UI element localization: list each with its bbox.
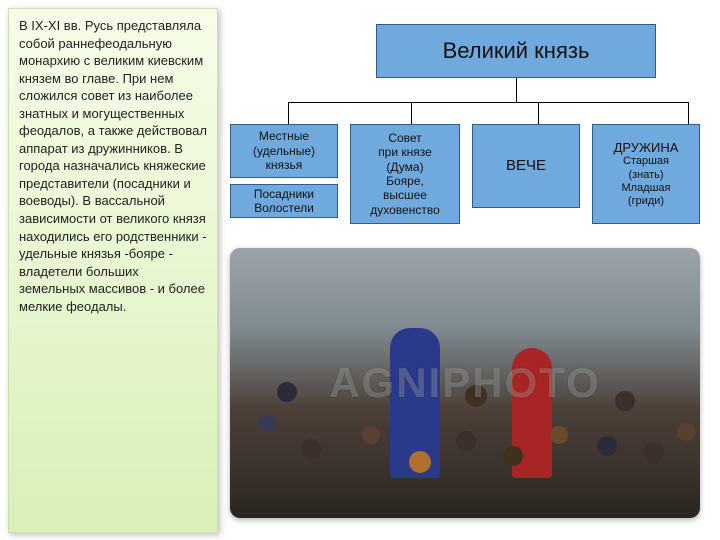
- box-line: при князе: [378, 145, 432, 159]
- box-line: (Дума): [386, 160, 423, 174]
- box-local-princes: Местные (удельные) князья: [230, 124, 338, 178]
- painting-crowd: [230, 370, 700, 519]
- painting-head: [615, 391, 635, 411]
- column-local-princes: Местные (удельные) князья Посадники Воло…: [230, 124, 338, 224]
- box-line: высшее: [383, 188, 427, 202]
- painting-head: [301, 439, 321, 459]
- painting-head: [465, 385, 487, 407]
- hierarchy-row: Местные (удельные) князья Посадники Воло…: [230, 124, 700, 224]
- painting-head: [503, 446, 523, 466]
- box-druzhina: ДРУЖИНА Старшая (знать) Младшая (гриди): [592, 124, 700, 224]
- box-line: ВЕЧЕ: [506, 157, 546, 175]
- connector-line: [411, 102, 412, 124]
- box-line: Совет: [388, 131, 421, 145]
- slide-root: В IX-XI вв. Русь представляла собой ранн…: [0, 0, 720, 540]
- description-panel: В IX-XI вв. Русь представляла собой ранн…: [8, 8, 218, 533]
- top-box-grand-prince: Великий князь: [376, 24, 656, 78]
- painting-head: [677, 423, 695, 441]
- painting-head: [258, 414, 276, 432]
- box-line: Посадники: [254, 187, 314, 201]
- box-line: Старшая: [623, 155, 669, 168]
- painting-head: [277, 382, 297, 402]
- connector-line: [288, 102, 688, 103]
- box-veche: ВЕЧЕ: [472, 124, 580, 208]
- top-box-label: Великий князь: [443, 38, 590, 64]
- box-line: князья: [266, 158, 303, 172]
- box-line: Бояре,: [386, 174, 424, 188]
- box-line: (удельные): [253, 144, 315, 158]
- connector-line: [516, 78, 517, 102]
- right-area: Великий князь Местные (удельные) князья …: [218, 0, 720, 540]
- connector-line: [288, 102, 289, 124]
- box-posadniki: Посадники Волостели: [230, 184, 338, 218]
- painting-head: [550, 426, 568, 444]
- box-line: Волостели: [254, 201, 314, 215]
- painting-head: [456, 431, 476, 451]
- painting-head: [597, 436, 617, 456]
- connector-line: [538, 102, 539, 124]
- box-heading: ДРУЖИНА: [614, 140, 679, 156]
- box-line: Местные: [259, 129, 309, 143]
- box-duma-council: Совет при князе (Дума) Бояре, высшее дух…: [350, 124, 460, 224]
- box-line: (гриди): [628, 195, 664, 208]
- painting-head: [409, 451, 431, 473]
- box-line: Младшая: [621, 182, 670, 195]
- painting-head: [644, 442, 664, 462]
- box-line: духовенство: [370, 203, 440, 217]
- painting-head: [362, 426, 380, 444]
- box-line: (знать): [628, 169, 663, 182]
- painting-image: AGNIPHOTO: [230, 248, 700, 518]
- connector-line: [688, 102, 689, 124]
- description-text: В IX-XI вв. Русь представляла собой ранн…: [19, 17, 207, 315]
